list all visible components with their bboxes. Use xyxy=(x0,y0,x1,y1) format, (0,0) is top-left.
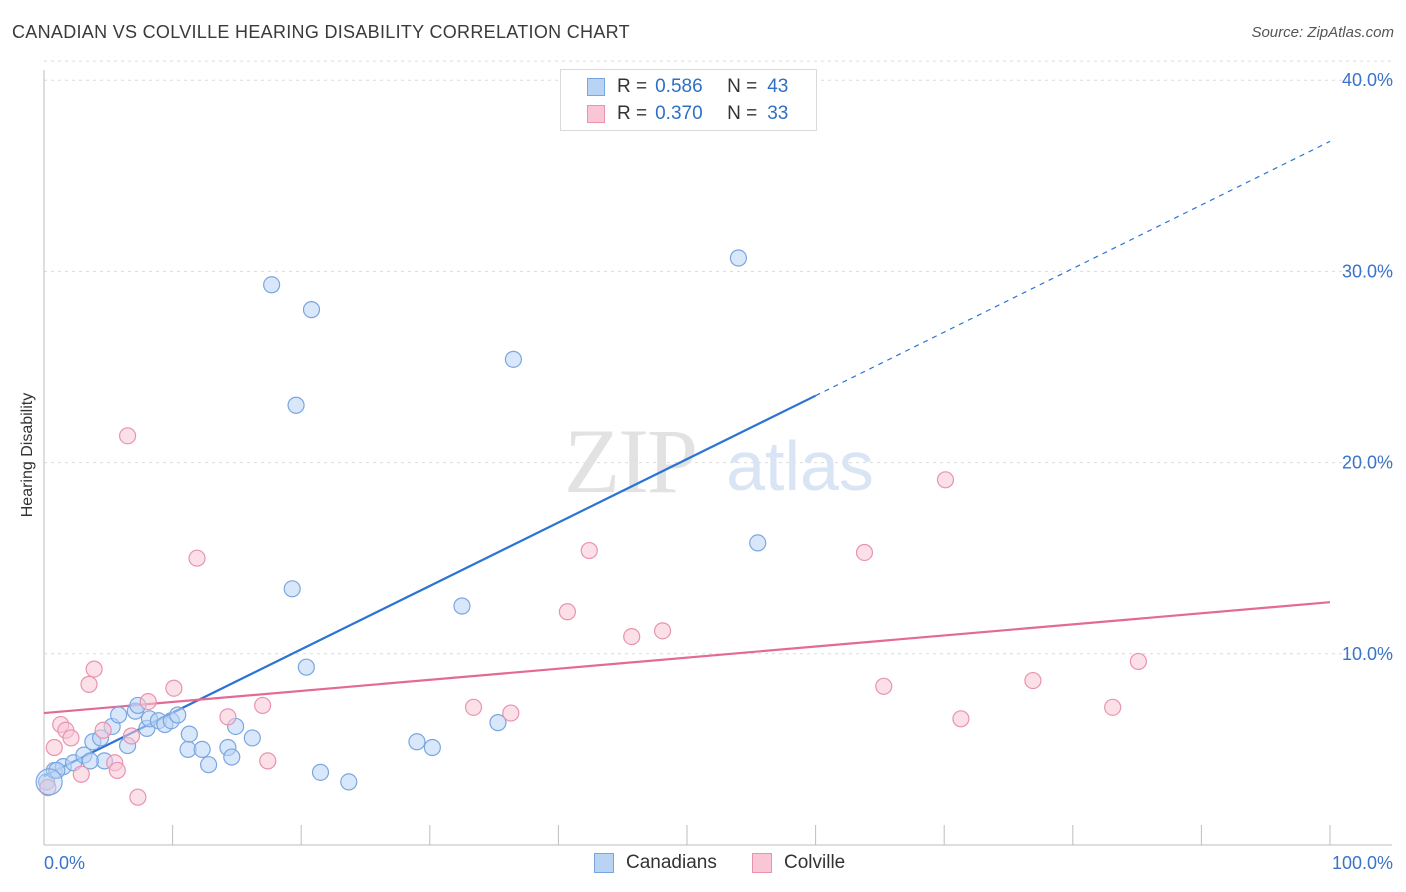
point-canadians-41[interactable] xyxy=(48,761,66,780)
point-colville-11[interactable] xyxy=(118,427,137,445)
point-colville-5[interactable] xyxy=(72,765,90,783)
watermark: ZIP atlas xyxy=(564,410,874,512)
point-canadians-18[interactable] xyxy=(169,706,187,724)
point-colville-6[interactable] xyxy=(80,675,98,693)
point-colville-20[interactable] xyxy=(464,698,483,716)
trend-line-extension-canadians xyxy=(815,140,1331,397)
point-colville-21[interactable] xyxy=(502,704,520,722)
point-canadians-cluster[interactable] xyxy=(35,768,63,796)
point-colville-25[interactable] xyxy=(653,622,672,640)
point-canadians-24[interactable] xyxy=(223,748,241,766)
point-canadians-42[interactable] xyxy=(81,752,99,770)
point-colville-15[interactable] xyxy=(165,679,183,697)
point-canadians-29[interactable] xyxy=(287,396,305,414)
point-colville-10[interactable] xyxy=(108,761,126,780)
legend-n-label: N = xyxy=(727,76,758,97)
legend-r-value-colville: 0.370 xyxy=(655,103,703,124)
point-colville-8[interactable] xyxy=(94,721,112,739)
point-colville-23[interactable] xyxy=(580,541,598,560)
axes xyxy=(43,70,1392,846)
point-colville-14[interactable] xyxy=(139,692,157,711)
y-tick-label-20: 20.0% xyxy=(1342,453,1393,473)
point-canadians-37[interactable] xyxy=(489,714,507,732)
point-canadians-27[interactable] xyxy=(263,276,281,294)
legend-label-canadians: Canadians xyxy=(626,852,717,873)
point-colville-12[interactable] xyxy=(122,727,141,745)
point-colville-22[interactable] xyxy=(558,603,577,621)
chart-title: CANADIAN VS COLVILLE HEARING DISABILITY … xyxy=(12,22,630,42)
legend-label-colville: Colville xyxy=(784,852,846,873)
point-canadians-35[interactable] xyxy=(423,738,441,757)
point-canadians-38[interactable] xyxy=(504,350,522,368)
legend-r-value-canadians: 0.586 xyxy=(655,76,703,97)
y-tick-label-30: 30.0% xyxy=(1342,261,1393,281)
point-canadians-20[interactable] xyxy=(180,725,198,743)
point-canadians-21[interactable] xyxy=(193,740,211,759)
y-tick-label-10: 10.0% xyxy=(1342,644,1393,664)
watermark-zip: ZIP xyxy=(564,410,696,512)
trend-line-colville xyxy=(43,601,1331,715)
point-colville-18[interactable] xyxy=(254,696,272,715)
point-canadians-31[interactable] xyxy=(302,301,321,319)
legend-row-colville: R = 0.370 N = 33 xyxy=(587,102,788,126)
point-colville-0[interactable] xyxy=(39,779,57,797)
point-canadians-36[interactable] xyxy=(453,597,471,615)
point-canadians-39[interactable] xyxy=(729,249,748,267)
x-tick-label-min: 0.0% xyxy=(44,853,85,873)
legend-r-label: R = xyxy=(617,103,648,124)
point-canadians-22[interactable] xyxy=(200,756,218,774)
point-colville-17[interactable] xyxy=(219,708,237,726)
legend-n-value-canadians: 43 xyxy=(767,76,789,97)
point-canadians-33[interactable] xyxy=(340,773,358,791)
point-colville-31[interactable] xyxy=(1104,698,1122,716)
x-tick-label-max: 100.0% xyxy=(1332,853,1393,873)
point-colville-19[interactable] xyxy=(259,752,277,770)
legend-item-colville[interactable]: Colville xyxy=(752,852,845,874)
point-canadians-30[interactable] xyxy=(297,658,315,676)
legend-row-canadians: R = 0.586 N = 43 xyxy=(587,75,788,99)
legend-swatch-canadians xyxy=(594,853,614,873)
legend-n-value-colville: 33 xyxy=(767,103,789,124)
legend-swatch-colville xyxy=(587,105,605,123)
point-colville-30[interactable] xyxy=(1024,671,1042,690)
point-colville-29[interactable] xyxy=(952,710,970,728)
point-canadians-28[interactable] xyxy=(283,580,301,598)
legend-r-label: R = xyxy=(617,76,648,97)
watermark-atlas: atlas xyxy=(726,427,874,505)
point-colville-26[interactable] xyxy=(855,543,874,562)
point-canadians-34[interactable] xyxy=(408,733,426,751)
point-canadians-9[interactable] xyxy=(109,706,128,724)
data-points xyxy=(35,249,1147,806)
legend-swatch-colville xyxy=(752,853,772,873)
stats-legend: R = 0.586 N = 43 R = 0.370 N = 33 xyxy=(560,69,817,131)
point-canadians-32[interactable] xyxy=(311,763,330,781)
point-colville-1[interactable] xyxy=(45,738,63,757)
point-colville-32[interactable] xyxy=(1129,652,1147,671)
legend-swatch-canadians xyxy=(587,78,605,96)
gridlines xyxy=(44,60,1392,655)
point-colville-27[interactable] xyxy=(875,677,893,695)
point-colville-28[interactable] xyxy=(936,471,955,489)
point-colville-16[interactable] xyxy=(188,549,206,567)
legend-n-label: N = xyxy=(727,103,758,124)
point-colville-13[interactable] xyxy=(129,788,147,806)
point-colville-24[interactable] xyxy=(623,627,641,646)
trend-lines xyxy=(43,140,1331,778)
y-tick-label-40: 40.0% xyxy=(1342,70,1393,90)
source-label: Source: ZipAtlas.com xyxy=(1251,24,1394,41)
point-colville-7[interactable] xyxy=(85,660,103,678)
point-canadians-26[interactable] xyxy=(243,729,261,747)
tick-labels: 10.0% 20.0% 30.0% 40.0% 0.0% 100.0% xyxy=(44,70,1393,873)
point-canadians-40[interactable] xyxy=(749,534,767,552)
point-colville-4[interactable] xyxy=(62,729,80,747)
legend-item-canadians[interactable]: Canadians xyxy=(594,852,717,874)
